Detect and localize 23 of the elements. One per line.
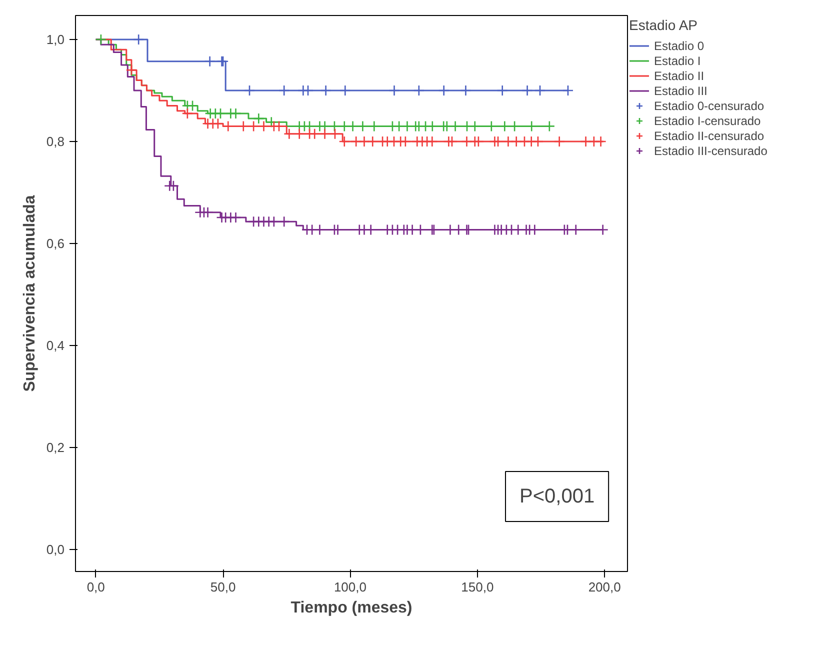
annotation: P<0,001: [520, 486, 595, 508]
legend-label: Estadio 0: [654, 38, 704, 53]
legend-label: Estadio I-censurado: [654, 113, 761, 128]
legend-label: Estadio III: [654, 83, 708, 98]
legend-label: Estadio I: [654, 53, 701, 68]
y-tick-label: 0,2: [46, 440, 65, 456]
y-tick-label: 0,0: [46, 542, 65, 558]
y-tick-label: 0,8: [46, 134, 65, 149]
y-tick-label: 0,6: [46, 236, 65, 252]
y-tick-label: 0,4: [46, 338, 65, 354]
x-tick-label: 150,0: [461, 580, 494, 594]
y-axis-title: Supervivencia acumulada: [21, 195, 38, 392]
legend-label: Estadio 0-censurado: [654, 98, 764, 113]
x-axis-title: Tiempo (meses): [290, 600, 412, 616]
legend-label: Estadio II-censurado: [654, 128, 764, 143]
legend-title: Estadio AP: [629, 17, 698, 33]
legend-label: Estadio II: [654, 68, 704, 83]
x-tick-label: 0,0: [86, 580, 105, 594]
legend-label: Estadio III-censurado: [654, 143, 768, 158]
x-tick-label: 100,0: [334, 580, 367, 594]
y-tick-label: 1,0: [46, 32, 65, 47]
x-tick-label: 50,0: [210, 580, 236, 594]
x-tick-label: 200,0: [588, 580, 621, 594]
